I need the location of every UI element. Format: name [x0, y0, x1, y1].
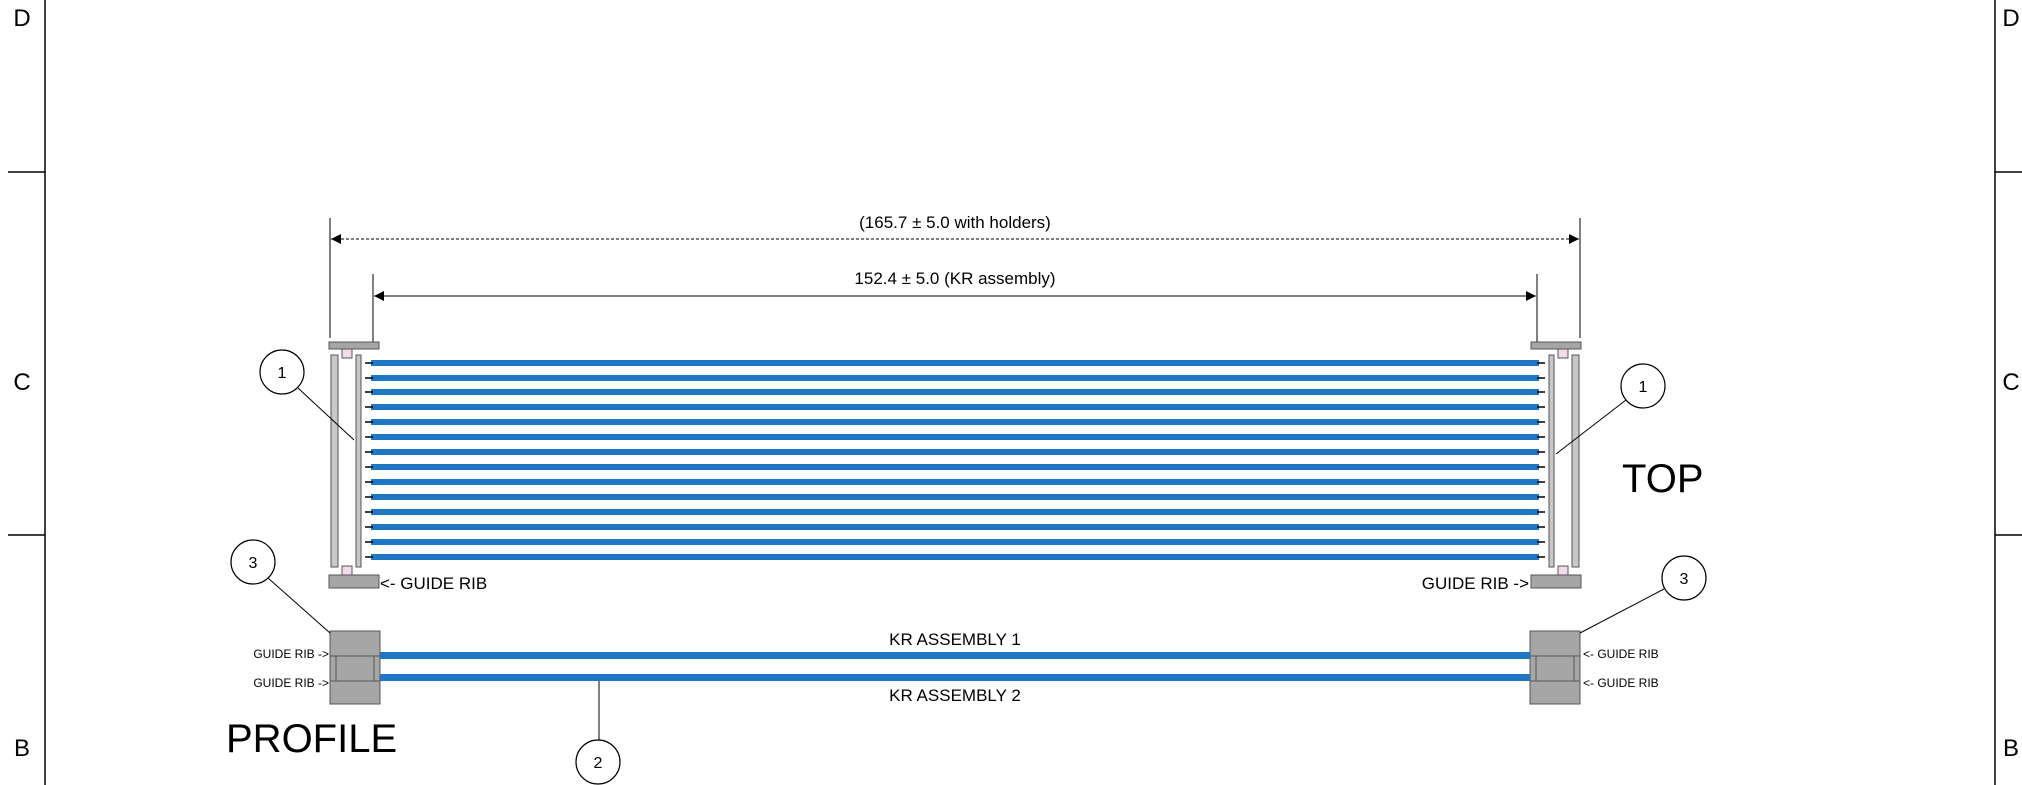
kr-assembly-1-label: KR ASSEMBLY 1 — [889, 630, 1021, 649]
zone-letter-b-left: B — [14, 735, 30, 762]
top-cable-bundle — [365, 360, 1545, 560]
profile-view-title: PROFILE — [226, 717, 397, 761]
balloon-1-left-number: 1 — [278, 365, 287, 382]
balloon-1-right-number: 1 — [1639, 379, 1648, 396]
profile-left-guide-rib-lower: GUIDE RIB -> — [253, 676, 329, 690]
balloon-3-left — [230, 539, 331, 634]
balloon-2 — [575, 681, 621, 785]
profile-cable-1 — [380, 652, 1530, 659]
balloon-1-left — [259, 349, 355, 441]
profile-right-guide-rib-lower: <- GUIDE RIB — [1583, 676, 1659, 690]
top-view — [328, 341, 1582, 589]
balloon-2-number: 2 — [594, 755, 603, 772]
dimension-assembly — [372, 274, 1538, 345]
profile-view — [329, 630, 1581, 705]
profile-right-connector — [1529, 630, 1581, 705]
left-holder — [328, 341, 380, 589]
zone-letter-c-right: C — [2002, 369, 2019, 396]
right-holder — [1530, 341, 1582, 589]
balloon-1-right — [1555, 363, 1666, 455]
dimension-overall — [329, 218, 1581, 338]
top-guide-rib-left-label: <- GUIDE RIB — [380, 574, 487, 593]
profile-left-guide-rib-upper: GUIDE RIB -> — [253, 647, 329, 661]
zone-letter-b-right: B — [2003, 735, 2019, 762]
zone-letter-d-left: D — [13, 5, 30, 32]
balloon-3-right — [1579, 555, 1707, 634]
top-guide-rib-right-label: GUIDE RIB -> — [1422, 574, 1529, 593]
profile-right-guide-rib-upper: <- GUIDE RIB — [1583, 647, 1659, 661]
drawing-frame — [8, 0, 2022, 785]
balloon-3-right-number: 3 — [1680, 571, 1689, 588]
profile-left-connector — [329, 630, 381, 705]
balloon-3-left-number: 3 — [249, 555, 258, 572]
dimension-overall-label: (165.7 ± 5.0 with holders) — [859, 213, 1051, 232]
kr-assembly-2-label: KR ASSEMBLY 2 — [889, 686, 1021, 705]
zone-letter-c-left: C — [13, 369, 30, 396]
top-view-title: TOP — [1622, 457, 1704, 501]
profile-cable-2 — [380, 674, 1530, 681]
dimension-assembly-label: 152.4 ± 5.0 (KR assembly) — [854, 269, 1055, 288]
zone-letter-d-right: D — [2002, 5, 2019, 32]
